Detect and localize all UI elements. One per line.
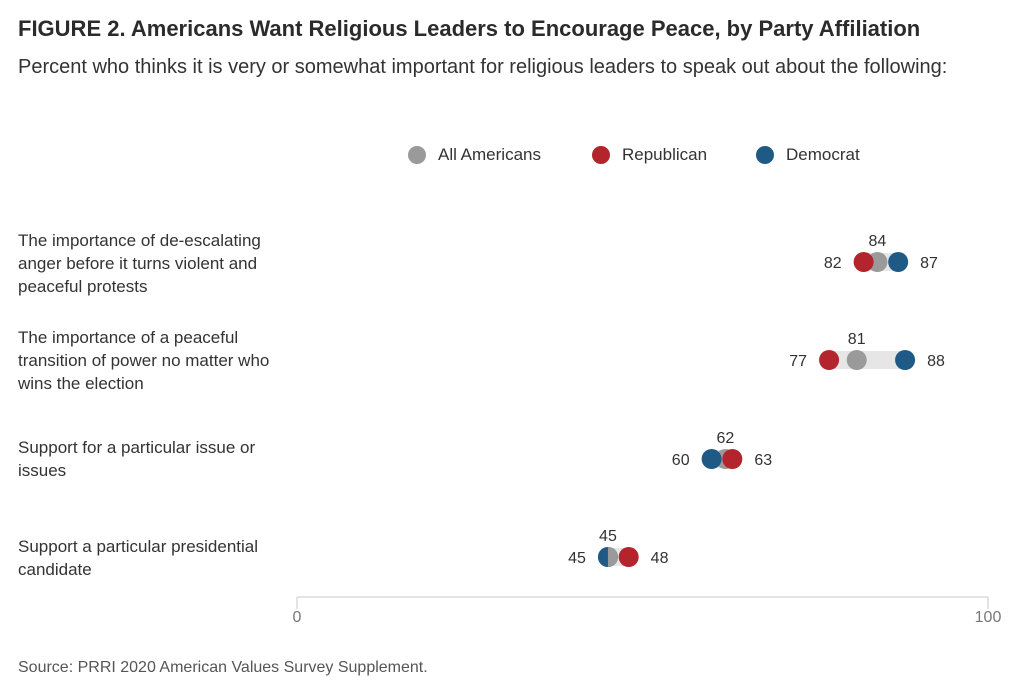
dot-republican [853,252,874,272]
dot-republican [722,449,743,469]
data-label-democrat: 87 [920,255,938,272]
data-label-all-americans: 81 [848,331,866,348]
data-label-all-americans: 45 [599,528,617,545]
chart-subtitle: Percent who thinks it is very or somewha… [18,56,948,78]
source-note: Source: PRRI 2020 American Values Survey… [18,659,428,676]
dot-all [846,350,867,370]
dot-all-half [607,547,618,567]
chart-title: FIGURE 2. Americans Want Religious Leade… [18,16,921,41]
legend-item-democrat: Democrat [756,145,860,165]
legend-swatch-republican [592,146,610,164]
legend-label-all-americans: All Americans [438,145,541,164]
legend-label-republican: Republican [622,145,708,164]
dot-democrat [701,449,722,469]
data-label-all-americans: 62 [717,430,735,447]
data-label-republican: 82 [824,255,842,272]
legend-item-republican: Republican [592,145,707,165]
data-label-republican: 48 [651,550,669,567]
legend-item-all-americans: All Americans [408,145,541,165]
legend-swatch-democrat [756,146,774,164]
dot-republican [819,350,840,370]
x-tick-label-0: 0 [293,609,302,626]
data-label-democrat: 45 [568,550,586,567]
row-label-particular-issue: Support for a particular issue or issues [18,438,256,480]
row-label-peaceful-transition: The importance of a peaceful transition … [18,328,270,393]
x-tick-label-100: 100 [975,609,1002,626]
data-label-democrat: 60 [672,452,690,469]
legend-label-democrat: Democrat [786,145,860,164]
data-label-all-americans: 84 [869,233,887,250]
data-label-republican: 63 [754,452,772,469]
dot-democrat [895,350,916,370]
data-label-democrat: 88 [927,353,945,370]
data-label-republican: 77 [789,353,807,370]
legend-swatch-all-americans [408,146,426,164]
dot-republican [618,547,639,567]
dot-democrat [888,252,909,272]
dot-all [867,252,888,272]
row-label-presidential-candidate: Support a particular presidential candid… [18,537,259,579]
row-label-deescalating-anger: The importance of de-escalating anger be… [18,231,261,296]
range-bar [829,351,906,369]
